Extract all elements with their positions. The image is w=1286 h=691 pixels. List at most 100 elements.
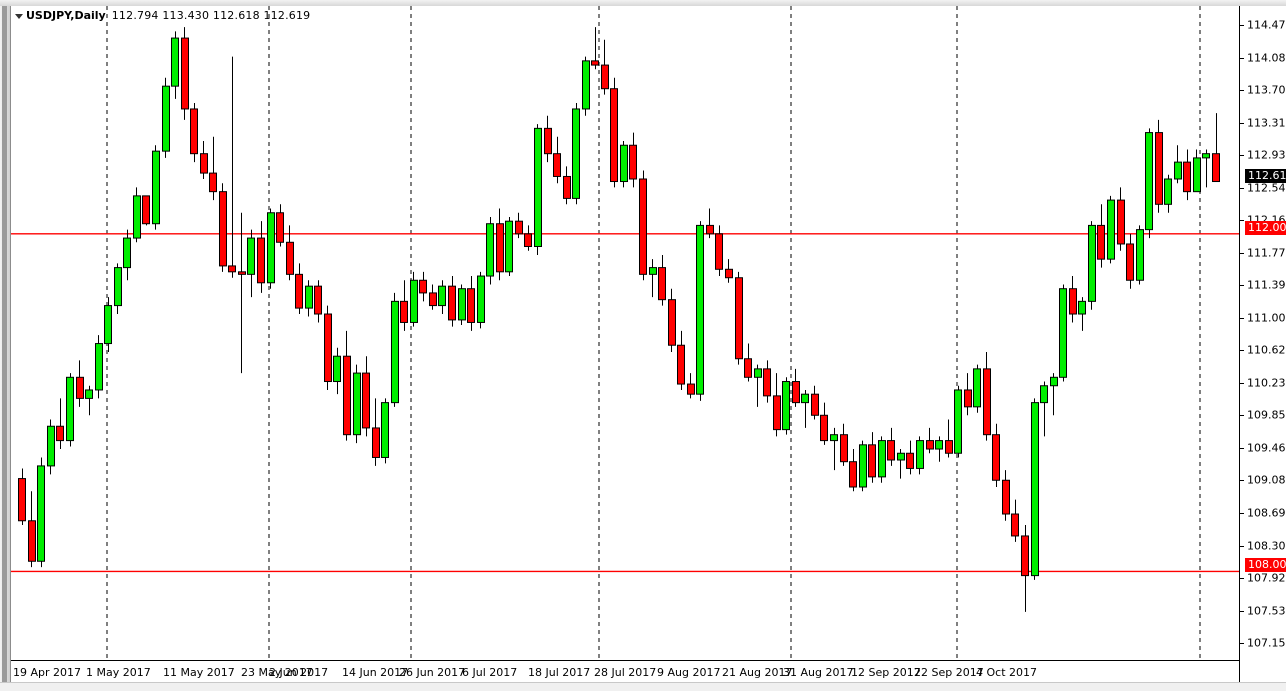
candle-body-bearish[interactable] bbox=[209, 172, 217, 193]
price-level-tag[interactable]: 108.000 bbox=[1245, 558, 1286, 573]
candle-body-bullish[interactable] bbox=[859, 444, 867, 488]
candle-body-bearish[interactable] bbox=[448, 285, 456, 321]
candle-body-bullish[interactable] bbox=[916, 440, 924, 469]
candle-body-bearish[interactable] bbox=[467, 288, 475, 323]
candle-body-bearish[interactable] bbox=[1126, 243, 1134, 281]
candle-body-bearish[interactable] bbox=[945, 440, 953, 454]
candle-body-bearish[interactable] bbox=[926, 440, 934, 450]
candle-body-bearish[interactable] bbox=[735, 277, 743, 360]
candle-body-bearish[interactable] bbox=[563, 175, 571, 199]
candle-body-bearish[interactable] bbox=[200, 153, 208, 174]
candle-body-bearish[interactable] bbox=[18, 478, 26, 522]
candle-body-bullish[interactable] bbox=[171, 37, 179, 87]
candle-body-bearish[interactable] bbox=[639, 178, 647, 275]
candle-body-bearish[interactable] bbox=[744, 358, 752, 378]
candle-body-bearish[interactable] bbox=[524, 233, 532, 248]
candle-body-bullish[interactable] bbox=[935, 440, 943, 450]
candle-body-bearish[interactable] bbox=[840, 434, 848, 463]
candle-body-bullish[interactable] bbox=[47, 425, 55, 467]
candle-body-bullish[interactable] bbox=[85, 389, 93, 399]
candle-body-bearish[interactable] bbox=[544, 127, 552, 155]
candle-body-bearish[interactable] bbox=[687, 383, 695, 395]
candle-body-bullish[interactable] bbox=[267, 212, 275, 284]
candle-body-bearish[interactable] bbox=[792, 381, 800, 404]
candle-body-bearish[interactable] bbox=[849, 461, 857, 488]
candle-body-bearish[interactable] bbox=[1069, 288, 1077, 315]
candle-body-bearish[interactable] bbox=[324, 313, 332, 383]
candle-body-bullish[interactable] bbox=[878, 440, 886, 478]
candle-body-bullish[interactable] bbox=[1078, 300, 1086, 315]
price-axis[interactable]: 114.470 114.080 113.700 113.310 112.930 112.5… bbox=[1240, 6, 1286, 683]
candle-body-bullish[interactable] bbox=[620, 144, 628, 183]
candle-body-bullish[interactable] bbox=[801, 393, 809, 404]
candle-body-bullish[interactable] bbox=[782, 381, 790, 431]
candle-body-bullish[interactable] bbox=[1174, 161, 1182, 180]
candle-body-bullish[interactable] bbox=[572, 108, 580, 199]
candle-body-bullish[interactable] bbox=[381, 402, 389, 458]
candle-body-bearish[interactable] bbox=[362, 372, 370, 429]
candle-body-bearish[interactable] bbox=[773, 395, 781, 431]
candle-body-bullish[interactable] bbox=[486, 223, 494, 277]
candle-body-bullish[interactable] bbox=[333, 355, 341, 383]
candle-body-bullish[interactable] bbox=[458, 288, 466, 321]
candle-body-bearish[interactable] bbox=[811, 393, 819, 416]
candle-body-bearish[interactable] bbox=[238, 271, 246, 275]
candle-body-bearish[interactable] bbox=[295, 273, 303, 309]
candle-body-bullish[interactable] bbox=[477, 275, 485, 323]
candle-body-bullish[interactable] bbox=[1107, 199, 1115, 260]
candle-body-bullish[interactable] bbox=[95, 343, 103, 391]
candle-body-bearish[interactable] bbox=[76, 376, 84, 399]
candle-body-bullish[interactable] bbox=[505, 220, 513, 273]
candle-body-bearish[interactable] bbox=[419, 279, 427, 294]
candle-body-bullish[interactable] bbox=[534, 127, 542, 248]
candle-body-bullish[interactable] bbox=[37, 465, 45, 562]
candle-body-bearish[interactable] bbox=[553, 153, 561, 177]
price-level-tag[interactable]: 112.000 bbox=[1245, 220, 1286, 235]
candle-body-bearish[interactable] bbox=[1117, 199, 1125, 245]
scrollbar-thumb[interactable] bbox=[2, 6, 7, 683]
candle-body-bearish[interactable] bbox=[591, 60, 599, 66]
chart-plot-frame[interactable]: USDJPY,Daily 112.794 113.430 112.618 112.… bbox=[11, 6, 1240, 683]
candle-body-bearish[interactable] bbox=[1011, 513, 1019, 537]
candle-body-bearish[interactable] bbox=[820, 414, 828, 442]
candle-body-bearish[interactable] bbox=[610, 88, 618, 183]
candle-body-bearish[interactable] bbox=[868, 444, 876, 478]
candle-body-bullish[interactable] bbox=[649, 267, 657, 275]
candle-body-bullish[interactable] bbox=[133, 195, 141, 239]
candle-body-bearish[interactable] bbox=[181, 37, 189, 110]
candle-body-bearish[interactable] bbox=[1021, 535, 1029, 577]
candle-body-bearish[interactable] bbox=[964, 389, 972, 408]
candle-body-bearish[interactable] bbox=[601, 64, 609, 90]
candle-body-bullish[interactable] bbox=[162, 85, 170, 152]
candlestick-plot[interactable] bbox=[11, 6, 1239, 660]
candle-body-bearish[interactable] bbox=[658, 267, 666, 301]
candle-body-bullish[interactable] bbox=[1145, 132, 1153, 231]
vertical-scrollbar[interactable] bbox=[0, 6, 11, 683]
candle-body-bullish[interactable] bbox=[696, 224, 704, 395]
triangle-down-icon[interactable] bbox=[15, 13, 23, 19]
candle-body-bearish[interactable] bbox=[372, 427, 380, 458]
candle-body-bearish[interactable] bbox=[983, 368, 991, 436]
candle-body-bullish[interactable] bbox=[353, 372, 361, 436]
candle-body-bullish[interactable] bbox=[66, 376, 74, 442]
candle-body-bearish[interactable] bbox=[715, 233, 723, 270]
candle-body-bearish[interactable] bbox=[763, 368, 771, 397]
candle-body-bullish[interactable] bbox=[582, 60, 590, 110]
candle-body-bullish[interactable] bbox=[391, 300, 399, 404]
candle-body-bearish[interactable] bbox=[629, 144, 637, 180]
candle-body-bearish[interactable] bbox=[1212, 153, 1220, 183]
candle-body-bearish[interactable] bbox=[496, 223, 504, 273]
candle-body-bullish[interactable] bbox=[1050, 376, 1058, 387]
candle-body-bullish[interactable] bbox=[754, 368, 762, 378]
candle-body-bullish[interactable] bbox=[152, 150, 160, 225]
candle-body-bearish[interactable] bbox=[725, 268, 733, 279]
candle-body-bullish[interactable] bbox=[1193, 157, 1201, 193]
candle-body-bullish[interactable] bbox=[247, 237, 255, 275]
candle-body-bullish[interactable] bbox=[123, 237, 131, 269]
candle-body-bearish[interactable] bbox=[28, 520, 36, 562]
candle-body-bullish[interactable] bbox=[897, 452, 905, 461]
candle-body-bearish[interactable] bbox=[286, 241, 294, 275]
candle-body-bearish[interactable] bbox=[142, 195, 150, 225]
candle-body-bullish[interactable] bbox=[1040, 385, 1048, 404]
candle-body-bearish[interactable] bbox=[515, 220, 523, 235]
